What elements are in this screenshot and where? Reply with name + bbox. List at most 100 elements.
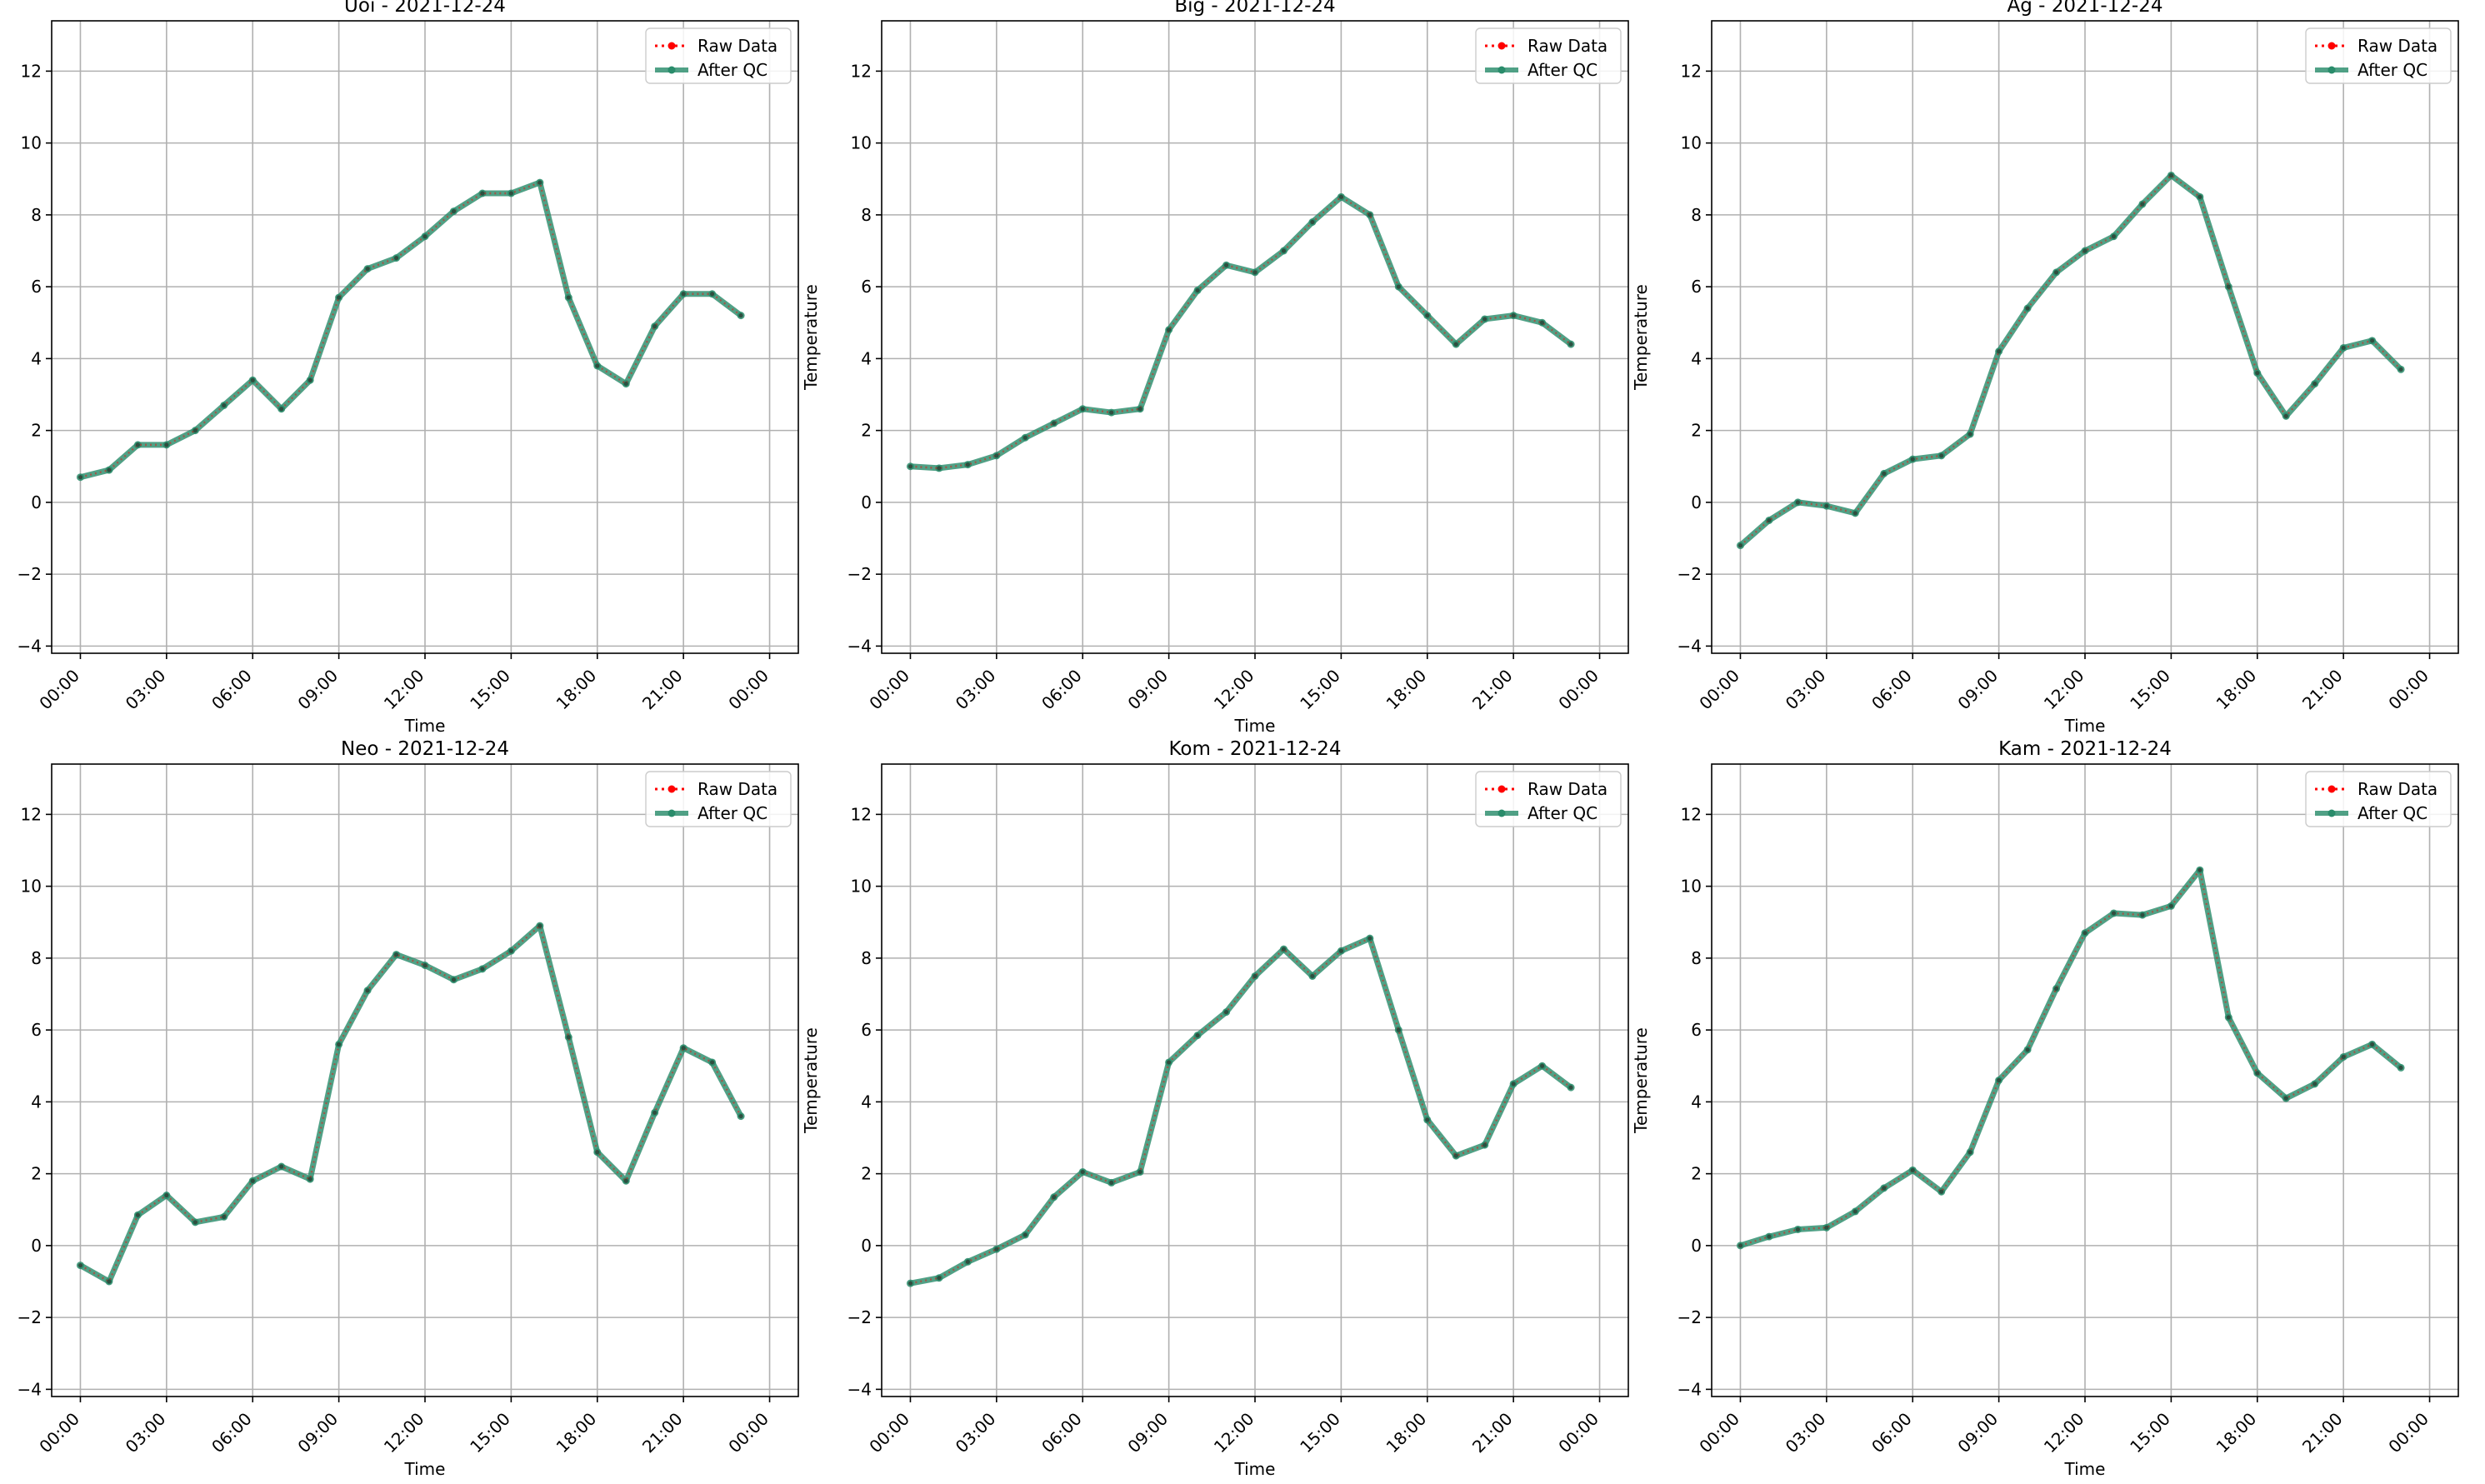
raw-data-point (1281, 248, 1287, 253)
legend-marker-raw (668, 785, 676, 793)
raw-data-point (1425, 1117, 1430, 1122)
x-axis-label: Time (1234, 1459, 1276, 1479)
legend-label-qc: After QC (1528, 803, 1598, 823)
legend-marker-raw (2328, 42, 2336, 50)
axes-frame (1711, 763, 2459, 1397)
y-tick-label: 8 (1691, 205, 1702, 225)
x-tick-label: 06:00 (208, 1409, 256, 1457)
y-tick-label: 0 (1691, 492, 1702, 512)
chart-panel-2: Big - 2021-12-24 −4 −2 0 2 4 6 8 10 12 00:00 03:00 0… (801, 0, 1629, 736)
x-tick-label: 03:00 (1782, 1409, 1830, 1457)
x-tick-label: 12:00 (380, 1409, 428, 1457)
y-tick-label: −2 (18, 564, 42, 584)
x-tick-label: 09:00 (1123, 666, 1172, 714)
x-tick-label: 09:00 (1123, 1409, 1172, 1457)
raw-data-point (1109, 410, 1114, 415)
raw-data-point (908, 1281, 913, 1286)
raw-data-point (480, 967, 485, 972)
raw-data-point (1195, 287, 1200, 293)
raw-data-point (2398, 367, 2403, 372)
y-tick-label: 12 (21, 804, 42, 824)
y-tick-label: −2 (18, 1307, 42, 1327)
x-tick-label: 18:00 (1382, 666, 1431, 714)
raw-data-point (2312, 1082, 2318, 1087)
x-tick-label: 00:00 (35, 666, 83, 714)
y-tick-label: 8 (1691, 948, 1702, 968)
y-tick-label: 10 (21, 133, 42, 153)
x-tick-label: 12:00 (1210, 1409, 1258, 1457)
raw-data-point (908, 464, 913, 469)
raw-data-point (2140, 202, 2145, 207)
raw-data-point (623, 381, 628, 387)
raw-data-point (1338, 194, 1343, 199)
y-tick-label: 8 (31, 948, 42, 968)
y-tick-label: −4 (1678, 636, 1702, 656)
raw-data-point (994, 453, 999, 458)
x-tick-label: 03:00 (122, 1409, 170, 1457)
raw-data-point (508, 191, 513, 196)
y-tick-label: −4 (848, 1379, 872, 1399)
x-axis-label: Time (404, 716, 446, 736)
legend-marker-raw (1498, 42, 1506, 50)
legend-label-qc: After QC (1528, 60, 1598, 80)
raw-data-point (1453, 342, 1458, 347)
raw-data-point (393, 256, 399, 261)
raw-data-point (681, 292, 686, 297)
raw-data-line (80, 181, 742, 478)
axes-frame (881, 20, 1629, 654)
y-tick-label: 10 (851, 133, 872, 153)
raw-data-point (937, 466, 942, 471)
x-tick-label: 03:00 (952, 666, 1000, 714)
raw-data-point (1939, 453, 1944, 458)
raw-data-point (1310, 973, 1315, 979)
axes-frame (51, 763, 799, 1397)
y-tick-label: 6 (861, 1020, 872, 1040)
y-tick-label: −4 (18, 636, 42, 656)
grid (1712, 764, 2458, 1397)
raw-data-point (508, 948, 513, 953)
y-tick-label: −2 (848, 564, 872, 584)
y-tick-label: 10 (851, 877, 872, 897)
raw-data-point (135, 1212, 140, 1217)
series-raw-data (908, 936, 1573, 1286)
raw-data-point (1195, 1032, 1200, 1038)
raw-data-point (1738, 543, 1743, 548)
x-tick-label: 18:00 (2212, 1409, 2261, 1457)
raw-data-point (365, 266, 370, 272)
y-tick-label: 8 (861, 205, 872, 225)
raw-data-point (1968, 432, 1972, 437)
y-tick-label: 4 (861, 348, 872, 368)
raw-data-point (965, 462, 970, 467)
raw-data-point (1080, 1169, 1085, 1175)
raw-data-point (2198, 194, 2202, 199)
raw-data-point (566, 1035, 571, 1040)
y-tick-label: 6 (31, 277, 42, 297)
x-tick-label: 03:00 (1782, 666, 1830, 714)
y-tick-label: 10 (1681, 133, 1702, 153)
raw-data-point (393, 952, 399, 957)
x-tick-label: 15:00 (466, 1409, 514, 1457)
raw-data-point (1997, 349, 2002, 354)
x-tick-label: 18:00 (2212, 666, 2261, 714)
legend-label-raw: Raw Data (1528, 36, 1608, 56)
raw-data-point (1052, 1195, 1057, 1200)
series-after-qc (76, 178, 745, 482)
raw-data-point (1368, 936, 1372, 941)
raw-data-point (566, 295, 571, 300)
x-tick-label: 15:00 (1296, 1409, 1344, 1457)
raw-data-point (107, 467, 112, 472)
raw-data-point (279, 1164, 284, 1169)
x-tick-label: 15:00 (466, 666, 514, 714)
raw-data-point (1568, 342, 1573, 347)
raw-data-point (250, 377, 255, 382)
after-qc-line (1738, 172, 2403, 548)
legend-marker-qc (2328, 66, 2336, 74)
raw-data-point (279, 407, 284, 412)
legend: Raw Data After QC (645, 771, 792, 827)
raw-data-point (1767, 517, 1772, 523)
legend-marker-qc (1498, 66, 1506, 74)
raw-data-point (2255, 1071, 2260, 1076)
raw-data-point (1767, 1234, 1772, 1239)
raw-data-point (652, 323, 658, 329)
after-qc-line (79, 179, 743, 481)
